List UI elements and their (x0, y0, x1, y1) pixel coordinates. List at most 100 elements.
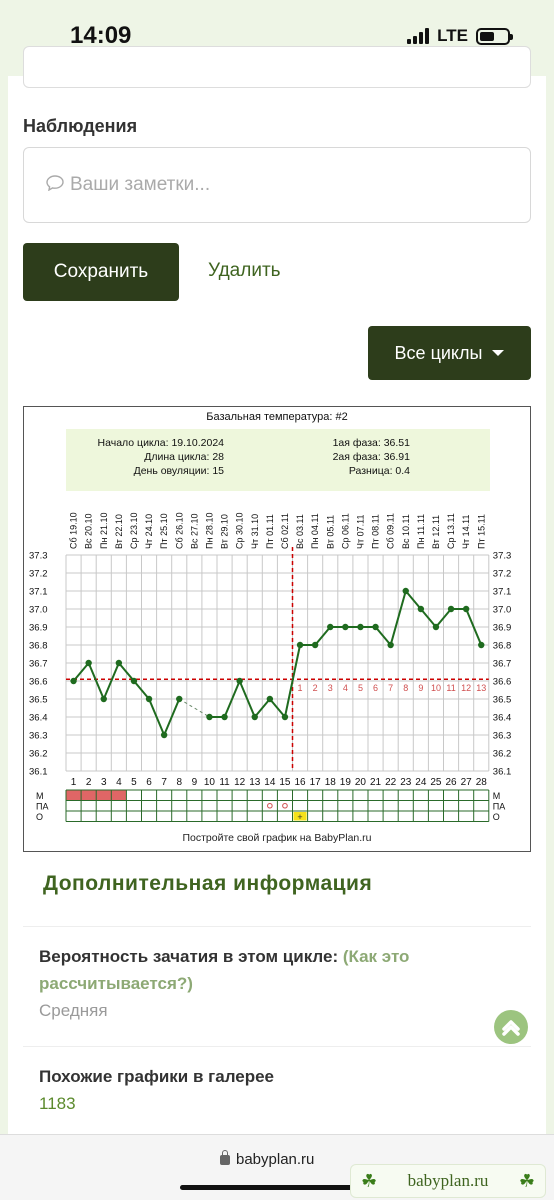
day-label: 19 (340, 777, 352, 788)
y-tick-right: 36.2 (493, 749, 512, 760)
row-label-left: О (36, 812, 43, 822)
notes-field-wrapper[interactable] (23, 147, 531, 223)
date-label: Ср 13.11 (446, 513, 456, 549)
previous-field[interactable] (23, 46, 531, 88)
y-tick-right: 36.3 (493, 731, 512, 742)
menstruation-cell (111, 790, 127, 801)
date-label: Пн 21.10 (99, 513, 109, 549)
day-label: 11 (219, 777, 230, 788)
y-tick-right: 36.6 (493, 677, 512, 688)
phase2-day-label: 1 (298, 683, 303, 693)
lock-icon (220, 1149, 230, 1165)
date-label: Сб 26.10 (174, 512, 184, 549)
y-tick-right: 36.8 (493, 641, 512, 652)
phase2-day-label: 11 (446, 683, 455, 693)
row-label-right: О (493, 812, 500, 822)
date-label: Пт 15.11 (476, 514, 486, 549)
date-label: Вс 03.11 (295, 514, 305, 549)
probability-help-link[interactable]: (Как это рассчитывается?) (39, 947, 410, 993)
all-cycles-dropdown[interactable]: Все циклы (368, 326, 531, 380)
day-label: 3 (101, 777, 107, 788)
day-label: 17 (310, 777, 322, 788)
temperature-point (402, 587, 409, 595)
temperature-segment (148, 698, 166, 736)
phase2-day-label: 7 (388, 683, 393, 693)
temperature-point (70, 677, 77, 685)
similar-charts-block: Похожие графики в галерее 1183 (23, 1046, 531, 1134)
temperature-segment (133, 680, 150, 700)
day-label: 7 (161, 777, 167, 788)
temperature-point (130, 677, 138, 685)
temperature-point (281, 713, 289, 721)
y-tick-right: 37.0 (493, 605, 512, 616)
similar-count-link[interactable]: 1183 (39, 1094, 76, 1113)
probability-label-text: Вероятность зачатия в этом цикле: (39, 947, 339, 966)
menstruation-cell (81, 790, 97, 801)
site-badge[interactable]: ☘ babyplan.ru ☘ (350, 1164, 546, 1198)
temperature-point (296, 641, 304, 649)
temperature-point (236, 677, 243, 685)
temperature-gap-segment (178, 698, 210, 718)
status-icons: LTE (407, 26, 513, 46)
bbt-chart: Базальная температура: #2 Начало цикла: 1… (23, 406, 531, 852)
y-tick-right: 37.2 (493, 569, 512, 580)
temperature-point (478, 641, 485, 649)
day-label: 13 (249, 777, 261, 788)
temperature-point (206, 713, 213, 721)
date-label: Ср 06.11 (340, 513, 350, 549)
phase2-day-label: 8 (403, 683, 408, 693)
day-label: 21 (370, 777, 382, 788)
temperature-point (145, 695, 153, 703)
caret-down-icon (492, 350, 505, 356)
phase2-day-label: 13 (476, 683, 486, 693)
temperature-segment (283, 644, 302, 718)
address-bar[interactable]: babyplan.ru (220, 1149, 314, 1168)
day-label: 14 (264, 777, 276, 788)
date-label: Ср 23.10 (129, 512, 139, 549)
date-label: Пт 25.10 (159, 513, 169, 549)
day-label: 18 (325, 777, 337, 788)
date-label: Вс 20.10 (84, 513, 94, 549)
date-label: Пн 28.10 (204, 513, 214, 549)
date-label: Ср 30.10 (235, 512, 245, 549)
temperature-point (100, 695, 107, 703)
date-label: Чт 24.10 (144, 514, 154, 549)
temperature-point (160, 731, 168, 739)
temperature-segment (72, 662, 90, 682)
menstruation-cell (96, 790, 112, 801)
y-tick-right: 36.5 (493, 695, 512, 706)
y-tick-left: 36.6 (29, 677, 48, 688)
save-button[interactable]: Сохранить (23, 243, 179, 301)
day-label: 8 (176, 777, 182, 788)
row-label-right: М (493, 791, 501, 801)
temperature-point (327, 623, 334, 631)
date-label: Вт 12.11 (431, 515, 441, 549)
day-label: 5 (131, 777, 137, 788)
menstruation-cell (66, 790, 82, 801)
day-label: 12 (234, 777, 246, 788)
day-label: 2 (86, 777, 92, 788)
temperature-point (311, 641, 319, 649)
home-indicator (180, 1185, 355, 1190)
phase2-day-label: 3 (328, 683, 333, 693)
clover-icon: ☘ (518, 1170, 535, 1191)
temperature-segment (389, 590, 407, 646)
notes-input[interactable] (70, 174, 470, 196)
summary-ovulation-day: День овуляции: 15 (134, 465, 225, 477)
temperature-point (462, 605, 470, 613)
y-tick-left: 37.1 (29, 587, 48, 598)
temperature-segment (163, 698, 181, 736)
row-label-right: ПА (493, 802, 505, 812)
day-label: 27 (461, 777, 473, 788)
day-label: 22 (385, 777, 397, 788)
delete-button[interactable]: Удалить (208, 260, 281, 281)
temperature-segment (404, 590, 422, 610)
y-tick-left: 36.9 (29, 623, 48, 634)
y-tick-left: 36.2 (29, 749, 48, 760)
phase2-day-label: 5 (358, 683, 363, 693)
temperature-point (387, 641, 394, 649)
date-label: Вс 27.10 (189, 513, 199, 549)
y-tick-left: 36.4 (29, 713, 48, 724)
day-label: 28 (476, 777, 488, 788)
scroll-to-top-button[interactable] (494, 1010, 528, 1044)
